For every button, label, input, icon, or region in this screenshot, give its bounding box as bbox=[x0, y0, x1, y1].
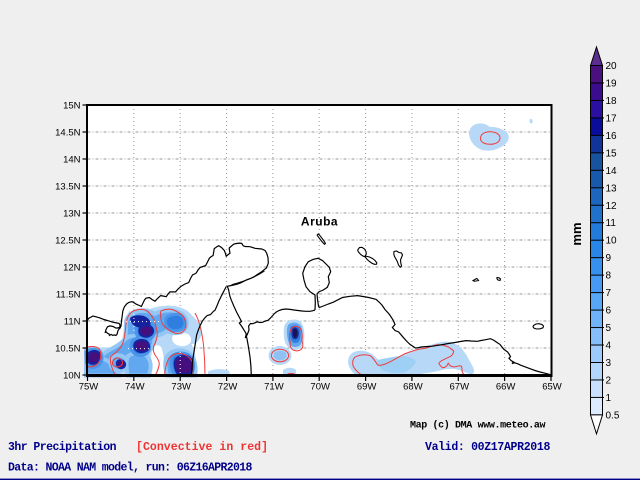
svg-text:9: 9 bbox=[606, 253, 612, 264]
svg-text:3: 3 bbox=[606, 358, 612, 369]
svg-text:70W: 70W bbox=[310, 382, 330, 393]
svg-text:5: 5 bbox=[606, 323, 612, 334]
svg-text:19: 19 bbox=[606, 78, 618, 89]
svg-text:15N: 15N bbox=[63, 101, 81, 112]
svg-text:10N: 10N bbox=[63, 371, 81, 382]
svg-text:11: 11 bbox=[606, 218, 617, 229]
svg-text:13N: 13N bbox=[63, 209, 81, 220]
svg-text:74W: 74W bbox=[125, 382, 145, 393]
svg-text:69W: 69W bbox=[357, 382, 377, 393]
svg-text:75W: 75W bbox=[79, 382, 99, 393]
svg-text:8: 8 bbox=[606, 271, 612, 282]
svg-text:14N: 14N bbox=[63, 155, 81, 166]
svg-text:73W: 73W bbox=[171, 382, 191, 393]
svg-text:4: 4 bbox=[606, 341, 612, 352]
svg-text:mm: mm bbox=[569, 222, 584, 245]
svg-text:0.5: 0.5 bbox=[606, 410, 620, 421]
svg-text:72W: 72W bbox=[218, 382, 238, 393]
svg-text:12N: 12N bbox=[63, 263, 81, 274]
svg-text:7: 7 bbox=[606, 288, 612, 299]
svg-text:14.5N: 14.5N bbox=[55, 128, 80, 139]
svg-text:65W: 65W bbox=[542, 382, 562, 393]
svg-text:11N: 11N bbox=[64, 317, 81, 328]
svg-text:15: 15 bbox=[606, 148, 618, 159]
svg-text:6: 6 bbox=[606, 306, 612, 317]
svg-text:12.5N: 12.5N bbox=[55, 236, 80, 247]
svg-text:1: 1 bbox=[606, 393, 612, 404]
svg-text:71W: 71W bbox=[264, 382, 284, 393]
svg-text:Map (c) DMA www.meteo.aw: Map (c) DMA www.meteo.aw bbox=[410, 420, 546, 432]
svg-text:20: 20 bbox=[606, 61, 618, 72]
svg-text:67W: 67W bbox=[450, 382, 470, 393]
svg-text:11.5N: 11.5N bbox=[56, 290, 81, 301]
svg-text:66W: 66W bbox=[496, 382, 516, 393]
svg-text:Aruba: Aruba bbox=[301, 215, 338, 229]
svg-text:13: 13 bbox=[606, 183, 618, 194]
svg-text:12: 12 bbox=[606, 201, 618, 212]
svg-text:[Convective in red]: [Convective in red] bbox=[136, 441, 268, 454]
svg-text:13.5N: 13.5N bbox=[55, 182, 80, 193]
svg-text:16: 16 bbox=[606, 131, 618, 142]
svg-text:18: 18 bbox=[606, 96, 618, 107]
svg-text:Valid: 00Z17APR2018: Valid: 00Z17APR2018 bbox=[425, 441, 550, 454]
svg-text:10: 10 bbox=[606, 236, 618, 247]
svg-text:17: 17 bbox=[606, 113, 618, 124]
svg-text:Data: NOAA NAM model, run: 06Z: Data: NOAA NAM model, run: 06Z16APR2018 bbox=[8, 462, 253, 475]
svg-text:2: 2 bbox=[606, 375, 612, 386]
svg-text:68W: 68W bbox=[403, 382, 423, 393]
svg-text:3hr Precipitation: 3hr Precipitation bbox=[8, 441, 117, 454]
svg-text:14: 14 bbox=[606, 166, 618, 177]
svg-text:10.5N: 10.5N bbox=[55, 344, 80, 355]
